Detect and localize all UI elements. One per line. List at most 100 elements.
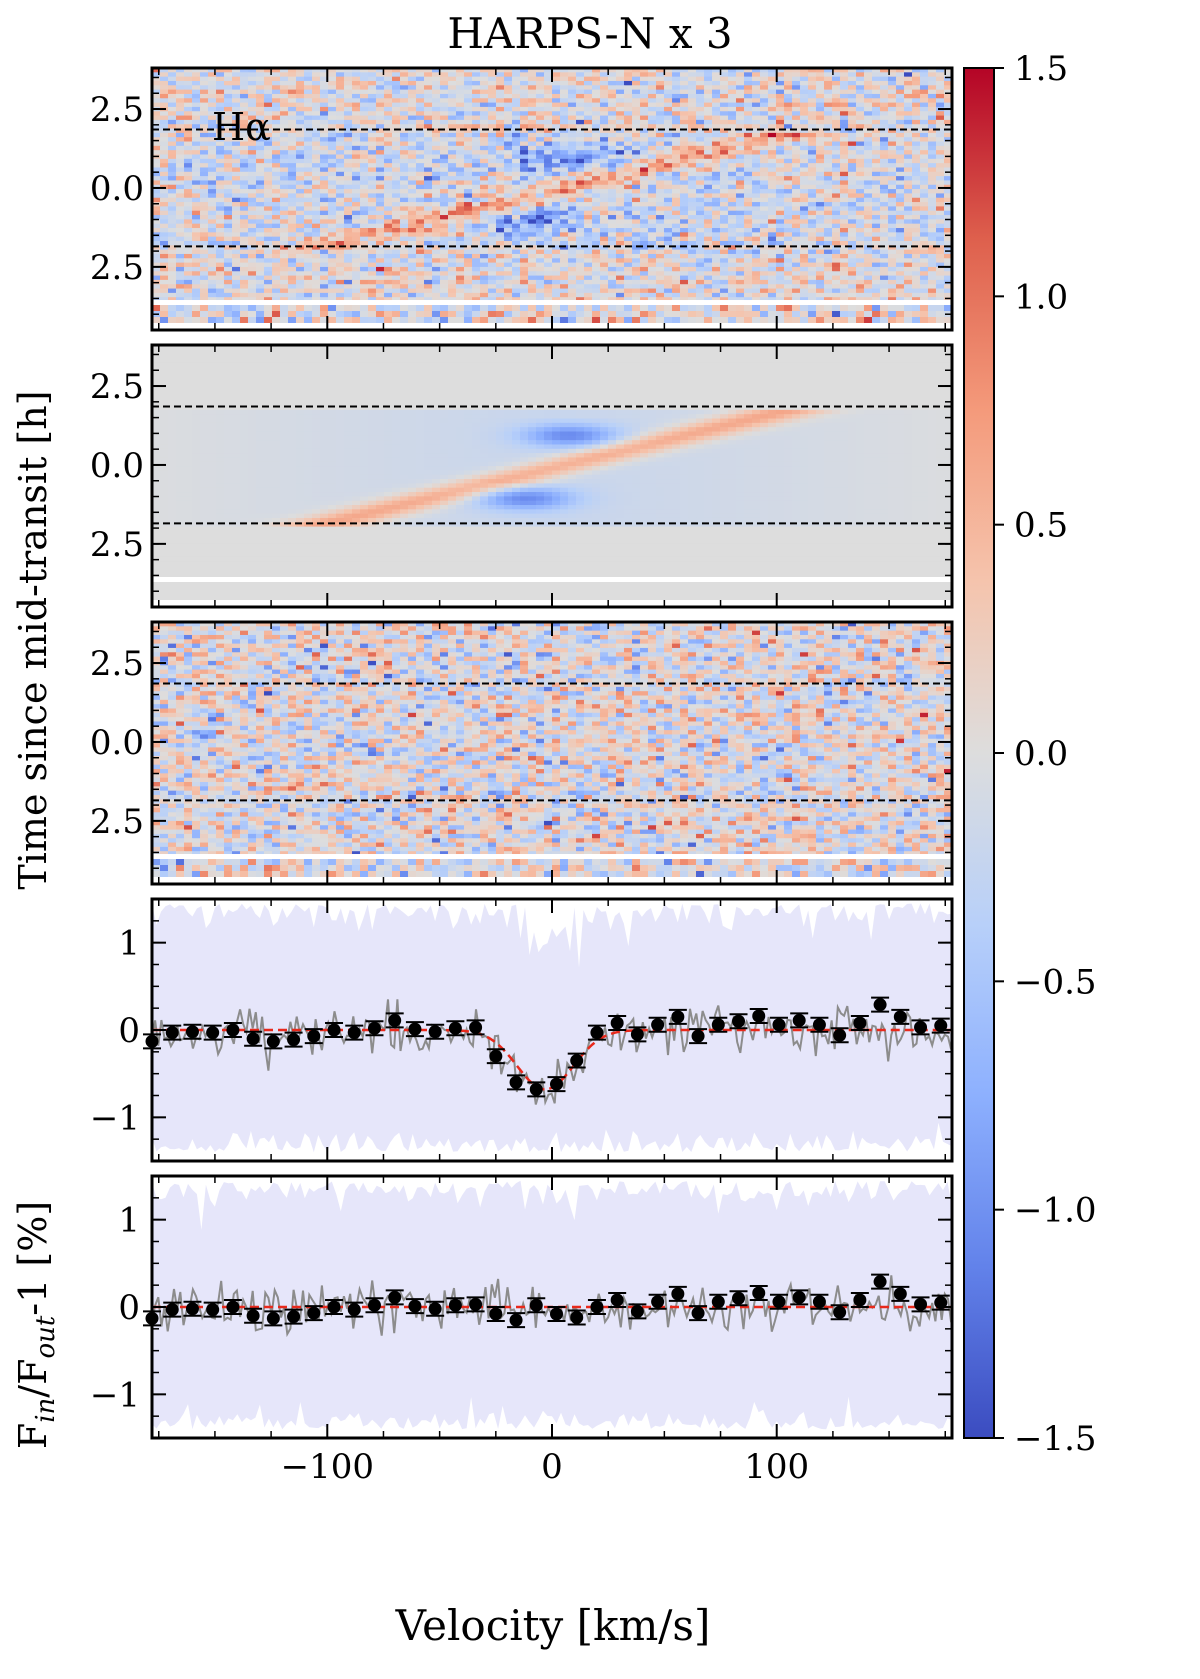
map-cell xyxy=(384,219,393,225)
map-cell xyxy=(440,258,449,264)
map-cell xyxy=(720,253,729,259)
map-cell xyxy=(768,193,777,199)
map-cell xyxy=(448,154,457,160)
map-cell xyxy=(856,154,865,160)
map-cell xyxy=(280,80,289,86)
map-cell xyxy=(216,93,225,99)
map-cell xyxy=(800,223,809,229)
map-cell xyxy=(784,202,793,207)
map-cell xyxy=(880,275,889,281)
map-cell xyxy=(728,266,737,272)
map-cell xyxy=(248,150,257,156)
map-cell xyxy=(784,154,793,160)
map-cell xyxy=(272,119,281,125)
map-cell xyxy=(648,150,657,156)
map-cell xyxy=(800,184,809,190)
map-cell xyxy=(152,167,161,173)
map-cell xyxy=(792,228,801,233)
map-cell xyxy=(704,210,713,216)
map-cell xyxy=(728,115,737,121)
map-cell xyxy=(920,76,929,82)
map-cell xyxy=(440,154,449,160)
map-cell xyxy=(696,115,705,121)
map-cell xyxy=(624,266,633,272)
map-cell xyxy=(752,158,761,164)
map-cell xyxy=(720,176,729,182)
map-cell xyxy=(736,245,745,251)
map-cell xyxy=(248,240,257,246)
map-cell xyxy=(864,228,873,233)
map-cell xyxy=(536,111,545,117)
map-cell xyxy=(720,184,729,190)
map-cell xyxy=(896,279,905,285)
map-cell xyxy=(608,72,617,78)
map-cell xyxy=(608,128,617,134)
map-cell xyxy=(336,215,345,220)
map-cell xyxy=(752,72,761,78)
map-cell xyxy=(216,132,225,138)
map-cell xyxy=(848,189,857,195)
map-cell xyxy=(808,93,817,99)
map-cell xyxy=(400,193,409,199)
map-cell xyxy=(208,210,217,216)
map-cell xyxy=(920,184,929,190)
map-cell xyxy=(304,163,313,169)
map-cell xyxy=(760,202,769,207)
map-cell xyxy=(600,137,609,143)
map-cell xyxy=(176,145,185,151)
map-cell xyxy=(728,119,737,125)
map-cell xyxy=(648,223,657,229)
map-cell xyxy=(656,262,665,268)
map-cell xyxy=(560,279,569,285)
map-cell xyxy=(344,98,353,104)
map-cell xyxy=(752,150,761,156)
map-cell xyxy=(224,163,233,169)
map-cell xyxy=(552,119,561,125)
map-cell xyxy=(664,180,673,186)
map-cell xyxy=(712,137,721,143)
map-cell xyxy=(744,76,753,82)
map-cell xyxy=(352,206,361,212)
map-cell xyxy=(304,154,313,160)
map-cell xyxy=(560,266,569,272)
map-cell xyxy=(592,266,601,272)
map-cell xyxy=(576,228,585,233)
map-cell xyxy=(288,93,297,99)
map-cell xyxy=(936,72,945,78)
map-cell xyxy=(536,245,545,251)
map-cell xyxy=(544,258,553,264)
map-cell xyxy=(888,258,897,264)
map-cell xyxy=(296,76,305,82)
map-cell xyxy=(856,150,865,156)
map-cell xyxy=(288,163,297,169)
map-cell xyxy=(744,202,753,207)
map-cell xyxy=(520,80,529,86)
map-cell xyxy=(184,193,193,199)
map-cell xyxy=(336,150,345,156)
map-cell xyxy=(608,102,617,108)
map-cell xyxy=(752,111,761,117)
map-cell xyxy=(528,115,537,121)
map-cell xyxy=(872,85,881,91)
map-cell xyxy=(880,253,889,259)
map-cell xyxy=(592,193,601,199)
map-cell xyxy=(736,275,745,281)
map-cell xyxy=(344,193,353,199)
map-cell xyxy=(864,279,873,285)
map-cell xyxy=(344,106,353,112)
map-cell xyxy=(704,141,713,147)
map-cell xyxy=(504,137,513,143)
map-cell xyxy=(712,202,721,207)
map-cell xyxy=(512,128,521,134)
map-cell xyxy=(488,219,497,225)
map-cell xyxy=(176,124,185,130)
map-cell xyxy=(880,141,889,147)
map-cell xyxy=(240,137,249,143)
map-cell xyxy=(496,137,505,143)
map-cell xyxy=(544,223,553,229)
map-cell xyxy=(440,279,449,285)
map-cell xyxy=(384,245,393,251)
map-cell xyxy=(848,271,857,277)
map-cell xyxy=(664,89,673,95)
map-cell xyxy=(320,111,329,117)
